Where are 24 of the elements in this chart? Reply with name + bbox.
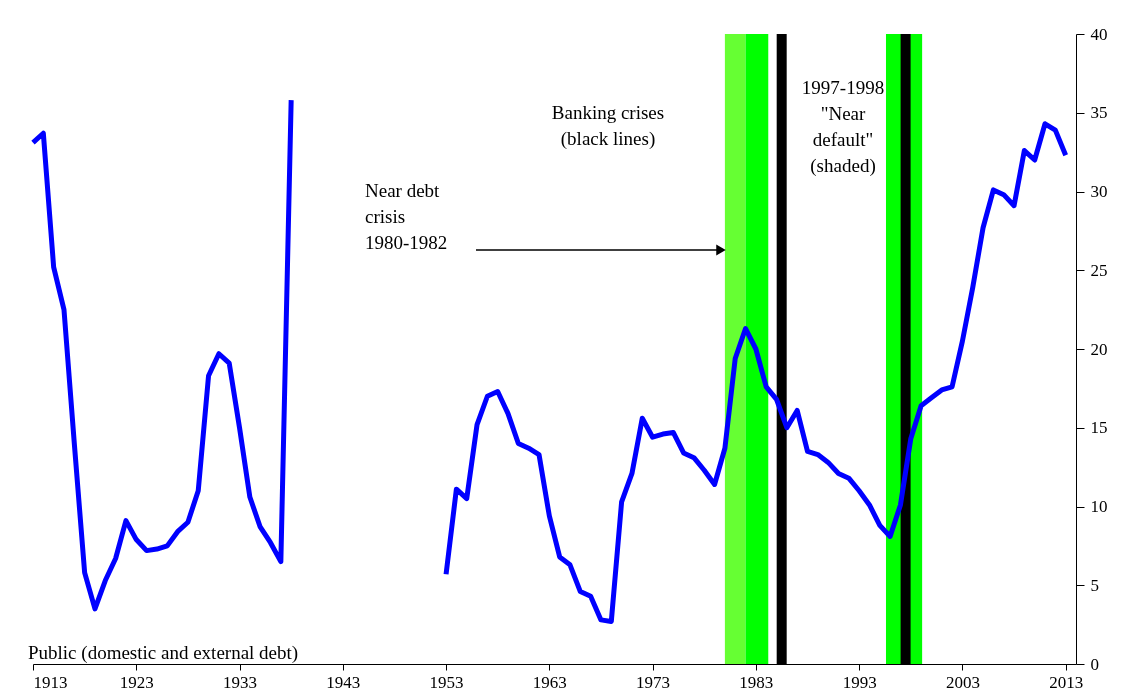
annotation: Public (domestic and external debt) xyxy=(28,642,299,664)
annotation: Near debt crisis 1980-1982 xyxy=(365,180,448,253)
y-tick-label: 15 xyxy=(1090,418,1108,438)
annotation: 1997-1998 "Near default" (shaded) xyxy=(801,77,885,177)
x-tick-label: 1953 xyxy=(429,672,464,692)
x-tick-label: 2003 xyxy=(945,672,980,692)
x-tick-label: 1973 xyxy=(636,672,671,692)
y-tick-label: 10 xyxy=(1090,497,1108,516)
y-tick-label: 40 xyxy=(1090,24,1108,44)
x-tick-label: 1983 xyxy=(739,672,774,692)
y-tick-label: 35 xyxy=(1090,103,1108,123)
y-tick-label: 30 xyxy=(1090,182,1108,201)
y-tick-label: 20 xyxy=(1090,339,1108,359)
y-tick-label: 0 xyxy=(1090,654,1099,674)
x-tick-label: 1993 xyxy=(842,672,877,692)
x-tick-label: 1943 xyxy=(326,672,361,692)
y-tick-label: 25 xyxy=(1090,260,1108,280)
y-tick-label: 5 xyxy=(1090,575,1099,595)
annotation: Banking crises (black lines) xyxy=(551,102,665,150)
x-tick-label: 1963 xyxy=(532,672,567,692)
x-tick-label: 1933 xyxy=(223,672,258,692)
x-tick-label: 2013 xyxy=(1049,672,1084,692)
x-tick-label: 1913 xyxy=(33,672,68,692)
x-tick-label: 1923 xyxy=(119,672,154,692)
